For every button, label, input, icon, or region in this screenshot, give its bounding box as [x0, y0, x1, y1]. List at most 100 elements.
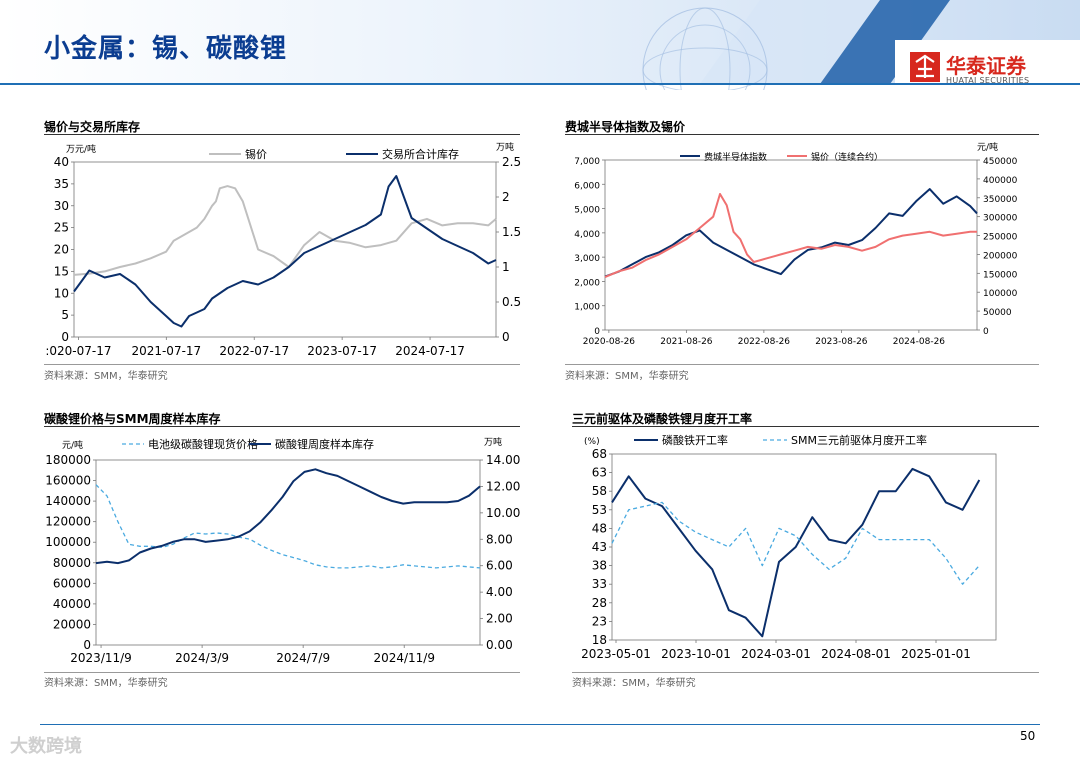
plot-frame — [95, 459, 481, 646]
legend-label: 锡价（连续合约） — [811, 151, 883, 163]
brand-logo: 华泰证券 HUATAI SECURITIES — [910, 50, 1050, 90]
y2-tick-label: 6.00 — [486, 559, 513, 573]
x-tick-label: 2024-08-01 — [821, 647, 891, 661]
y2-tick-label: 150000 — [983, 270, 1018, 280]
header-divider — [0, 83, 1080, 85]
slide-title: 小金属：锡、碳酸锂 — [44, 34, 288, 64]
legend-label: 交易所合计库存 — [382, 147, 459, 161]
series-line — [604, 188, 978, 278]
right-axis-unit: 万吨 — [496, 141, 514, 153]
chart-tin-price-inventory: 0 5 10 15 20 25 30 35 40 0 0.5 1 1.5 2 2.5:020-07-17 20… — [45, 141, 521, 358]
huatai-logo-icon — [910, 52, 940, 82]
x-tick-label: 2021-07-17 — [131, 344, 201, 358]
right-axis-unit: 万吨 — [484, 436, 502, 448]
legend-label: 锡价 — [245, 147, 267, 161]
panel-title: 三元前驱体及磷酸铁锂月度开工率 — [572, 412, 753, 426]
y2-tick-label: 0.5 — [502, 295, 521, 309]
panel-title-rule — [565, 134, 1039, 135]
y-tick-label: 15 — [54, 264, 69, 278]
legend-label: 费城半导体指数 — [704, 151, 767, 163]
y2-tick-label: 350000 — [983, 195, 1018, 205]
panel-bottom-rule — [565, 364, 1039, 365]
x-tick-label: 2025-01-01 — [901, 647, 971, 661]
y-tick-label: 10 — [54, 286, 69, 300]
y-tick-label: 120000 — [45, 515, 91, 529]
footer-divider — [40, 724, 1040, 725]
x-tick-label: 2023-07-17 — [307, 344, 377, 358]
page-number: 50 — [1020, 729, 1036, 743]
left-axis-unit: (%) — [584, 437, 600, 447]
x-tick-label: :020-07-17 — [45, 344, 111, 358]
y-tick-label: 40000 — [53, 597, 91, 611]
y-tick-label: 28 — [592, 596, 607, 610]
panel-title: 碳酸锂价格与SMM周度样本库存 — [44, 412, 221, 426]
panel-title-rule — [572, 426, 1039, 427]
plot-frame — [604, 159, 978, 331]
panel-title-rule — [44, 134, 520, 135]
y2-tick-label: 1 — [502, 260, 510, 274]
y-tick-label: 68 — [592, 447, 607, 461]
y2-tick-label: 4.00 — [486, 585, 513, 599]
y-tick-label: 48 — [592, 521, 607, 535]
chart-lithium-carbonate: 0 20000 40000 60000 80000 100000 120000 140000 1… — [45, 436, 520, 665]
y-tick-label: 180000 — [45, 453, 91, 467]
watermark: 大数跨境 — [10, 732, 82, 758]
panel-bottom-rule — [44, 364, 520, 365]
y2-tick-label: 8.00 — [486, 532, 513, 546]
y-tick-label: 58 — [592, 484, 607, 498]
panel-tin-inventory: 锡价与交易所库存 0 5 10 15 20 25 30 35 40 0 0.5 1 1.5 2 2.5:02… — [44, 118, 524, 388]
y-tick-label: 100000 — [45, 535, 91, 549]
series-line — [604, 193, 977, 279]
y-tick-label: 38 — [592, 559, 607, 573]
panel-source: 资料来源：SMM，华泰研究 — [44, 678, 168, 689]
y-tick-label: 43 — [592, 540, 607, 554]
y2-tick-label: 2 — [502, 190, 510, 204]
panel-title-rule — [44, 426, 520, 427]
y2-tick-label: 2.00 — [486, 612, 513, 626]
series-line — [95, 468, 481, 565]
y-tick-label: 20 — [54, 243, 69, 257]
panel-title: 费城半导体指数及锡价 — [565, 120, 686, 134]
chart-utilization-rate: 18 23 28 33 38 43 48 53 58 63 68 2023-05-01 2023-10-… — [581, 433, 997, 661]
y-tick-label: 160000 — [45, 474, 91, 488]
y-tick-label: 53 — [592, 503, 607, 517]
left-axis-unit: 万元/吨 — [66, 143, 96, 155]
y-tick-label: 0 — [594, 327, 600, 337]
panel-bottom-rule — [572, 672, 1039, 673]
x-tick-label: 2024-03-01 — [741, 647, 811, 661]
x-tick-label: 2024-08-26 — [893, 337, 946, 347]
panel-source: 资料来源：SMM，华泰研究 — [565, 371, 689, 382]
y-tick-label: 40 — [54, 155, 69, 169]
y-tick-label: 25 — [54, 221, 69, 235]
panel-source: 资料来源：SMM，华泰研究 — [572, 678, 696, 689]
y-tick-label: 0 — [61, 330, 69, 344]
x-tick-label: 2022-07-17 — [219, 344, 289, 358]
series-line — [611, 501, 980, 585]
y2-tick-label: 14.00 — [486, 453, 520, 467]
y2-tick-label: 50000 — [983, 308, 1012, 318]
y-tick-label: 80000 — [53, 556, 91, 570]
y2-tick-label: 250000 — [983, 233, 1018, 243]
y-tick-label: 1,000 — [574, 303, 600, 313]
panel-utilization: 三元前驱体及磷酸铁锂月度开工率 18 23 28 33 38 43 48 53 58 63 68 20… — [572, 410, 1046, 690]
x-tick-label: 2024/7/9 — [276, 651, 330, 665]
y-tick-label: 30 — [54, 199, 69, 213]
plot-frame — [73, 161, 497, 338]
x-tick-label: 2024/3/9 — [175, 651, 229, 665]
series-line — [611, 467, 981, 638]
y2-tick-label: 450000 — [983, 157, 1018, 167]
x-tick-label: 2023-10-01 — [661, 647, 731, 661]
panel-lithium: 碳酸锂价格与SMM周度样本库存 0 20000 40000 60000 80000 100… — [44, 410, 524, 690]
series-line — [73, 185, 497, 276]
x-tick-label: 2024-07-17 — [395, 344, 465, 358]
y2-tick-label: 0 — [502, 330, 510, 344]
panel-source: 资料来源：SMM，华泰研究 — [44, 371, 168, 382]
left-axis-unit: 元/吨 — [62, 439, 83, 451]
right-axis-unit: 元/吨 — [977, 141, 998, 153]
x-tick-label: 2023-05-01 — [581, 647, 651, 661]
watermark-text: 大数跨境 — [10, 736, 82, 757]
panel-sox-tin: 费城半导体指数及锡价 0 1,000 2,000 3,000 4,000 5,000 6,0… — [565, 118, 1045, 388]
x-tick-label: 2021-08-26 — [660, 337, 713, 347]
plot-frame — [611, 453, 997, 641]
y2-tick-label: 400000 — [983, 176, 1018, 186]
